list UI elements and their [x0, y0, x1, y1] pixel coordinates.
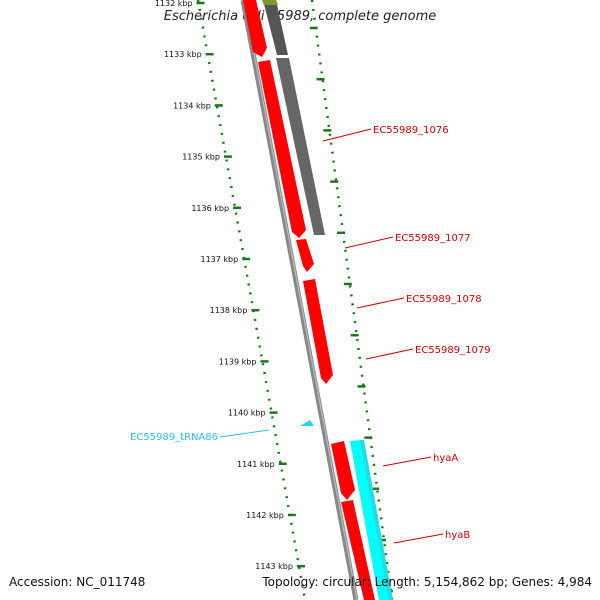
leader-hyab	[393, 533, 444, 544]
gray-gene-track-top	[263, 0, 288, 55]
tick-label: 1133 kbp	[164, 50, 202, 59]
leader-ec55989-1077	[344, 236, 394, 249]
label-ec55989-1079[interactable]: EC55989_1079	[415, 345, 491, 356]
cds-ec55989-1077	[296, 239, 314, 272]
tick-label: 1137 kbp	[200, 255, 238, 264]
genome-title: Escherichia coli 55989, complete genome	[163, 9, 437, 24]
label-ec55989-trna86[interactable]: EC55989_tRNA86	[130, 432, 218, 443]
backbone-line	[240, 0, 359, 600]
cds-ec55989-1076	[258, 60, 306, 238]
leader-hyaa	[382, 456, 432, 467]
label-ec55989-1076[interactable]: EC55989_1076	[373, 125, 449, 136]
tick-label: 1138 kbp	[210, 306, 248, 315]
label-hyab[interactable]: hyaB	[445, 530, 470, 541]
olive-gene-track	[262, 0, 278, 5]
tick-label: 1135 kbp	[182, 153, 220, 162]
cyan-gene-track-edge	[360, 440, 393, 600]
cds-ec55989-1078	[303, 279, 333, 384]
cds-hyab	[341, 500, 375, 600]
cds-top	[243, 0, 267, 57]
genome-summary: Topology: circular; Length: 5,154,862 bp…	[262, 575, 592, 589]
tick-label: 1140 kbp	[228, 409, 266, 418]
tick-label: 1134 kbp	[173, 101, 211, 110]
backbone-highlight	[243, 0, 358, 600]
tick-label: 1139 kbp	[219, 357, 257, 366]
leader-ec55989-1078	[356, 297, 405, 309]
cds-hyaa	[331, 441, 355, 500]
gray-gene-track-main	[276, 58, 325, 235]
tick-label: 1141 kbp	[237, 460, 275, 469]
label-hyaa[interactable]: hyaA	[433, 453, 458, 464]
ruler-outer-dots	[310, 0, 394, 600]
label-ec55989-1078[interactable]: EC55989_1078	[406, 294, 482, 305]
tick-label: 1136 kbp	[191, 204, 229, 213]
trna-marker	[300, 420, 314, 426]
leader-ec55989-1079	[365, 348, 414, 360]
tick-label: 1142 kbp	[246, 511, 284, 520]
feature-labels: EC55989_1076 EC55989_1077 EC55989_1078 E…	[130, 125, 491, 544]
cyan-gene-track	[350, 440, 390, 600]
tick-label: 1132 kbp	[155, 0, 193, 8]
label-ec55989-1077[interactable]: EC55989_1077	[395, 233, 471, 244]
tick-label: 1143 kbp	[255, 562, 293, 571]
leader-ec55989-trna86	[219, 429, 270, 438]
ruler: 1132 kbp 1133 kbp 1134 kbp 1135 kbp 1136 kbp…	[155, 0, 394, 600]
leader-ec55989-1076	[322, 128, 372, 142]
accession-text: Accession: NC_011748	[9, 575, 146, 589]
